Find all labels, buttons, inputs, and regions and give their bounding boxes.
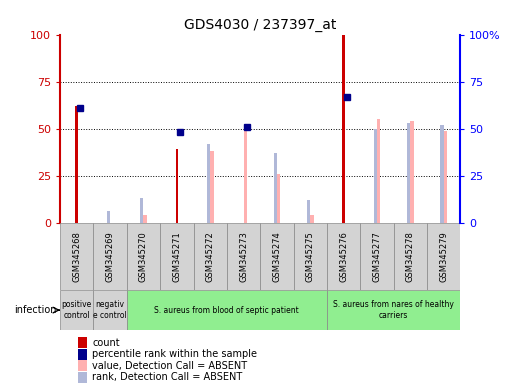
Bar <box>342 35 345 223</box>
Text: negativ
e control: negativ e control <box>93 300 127 320</box>
Bar <box>293 223 327 290</box>
Text: infection: infection <box>14 305 57 315</box>
Text: GSM345278: GSM345278 <box>406 231 415 282</box>
Bar <box>127 223 160 290</box>
Bar <box>78 337 87 348</box>
Bar <box>210 151 213 223</box>
Text: positive
control: positive control <box>62 300 92 320</box>
Text: percentile rank within the sample: percentile rank within the sample <box>92 349 257 359</box>
Bar <box>327 223 360 290</box>
Bar <box>327 290 460 330</box>
Bar <box>107 212 110 223</box>
Bar <box>60 223 94 290</box>
Text: GSM345279: GSM345279 <box>439 231 448 282</box>
Text: rank, Detection Call = ABSENT: rank, Detection Call = ABSENT <box>92 372 243 382</box>
Bar <box>427 223 460 290</box>
Text: GSM345277: GSM345277 <box>372 231 381 282</box>
Bar <box>176 149 178 223</box>
Text: GSM345271: GSM345271 <box>173 231 181 282</box>
Bar <box>78 349 87 359</box>
Bar <box>194 223 227 290</box>
Bar <box>410 121 414 223</box>
Bar <box>377 119 380 223</box>
Bar <box>274 153 277 223</box>
Bar <box>307 200 310 223</box>
Text: GSM345270: GSM345270 <box>139 231 148 282</box>
Text: S. aureus from blood of septic patient: S. aureus from blood of septic patient <box>154 306 299 314</box>
Bar <box>244 127 247 223</box>
Bar <box>260 223 293 290</box>
Bar <box>160 223 194 290</box>
Text: S. aureus from nares of healthy
carriers: S. aureus from nares of healthy carriers <box>333 300 454 320</box>
Text: GSM345272: GSM345272 <box>206 231 214 282</box>
Text: GSM345268: GSM345268 <box>72 231 81 282</box>
Bar <box>360 223 393 290</box>
Bar <box>127 290 327 330</box>
Text: value, Detection Call = ABSENT: value, Detection Call = ABSENT <box>92 361 247 371</box>
Bar <box>277 174 280 223</box>
Bar <box>94 223 127 290</box>
Bar <box>143 215 147 223</box>
Bar <box>407 123 410 223</box>
Bar <box>60 290 94 330</box>
Bar <box>444 131 447 223</box>
Bar <box>140 198 143 223</box>
Bar <box>75 106 78 223</box>
Text: GSM345274: GSM345274 <box>272 231 281 282</box>
Text: GSM345276: GSM345276 <box>339 231 348 282</box>
Text: GSM345273: GSM345273 <box>239 231 248 282</box>
Bar <box>227 223 260 290</box>
Bar <box>207 144 210 223</box>
Bar <box>94 290 127 330</box>
Bar <box>440 125 444 223</box>
Title: GDS4030 / 237397_at: GDS4030 / 237397_at <box>184 18 336 32</box>
Text: GSM345269: GSM345269 <box>106 231 115 282</box>
Bar <box>373 129 377 223</box>
Bar <box>78 360 87 371</box>
Text: count: count <box>92 338 120 348</box>
Bar <box>394 223 427 290</box>
Text: GSM345275: GSM345275 <box>306 231 315 282</box>
Bar <box>78 372 87 382</box>
Bar <box>310 215 313 223</box>
